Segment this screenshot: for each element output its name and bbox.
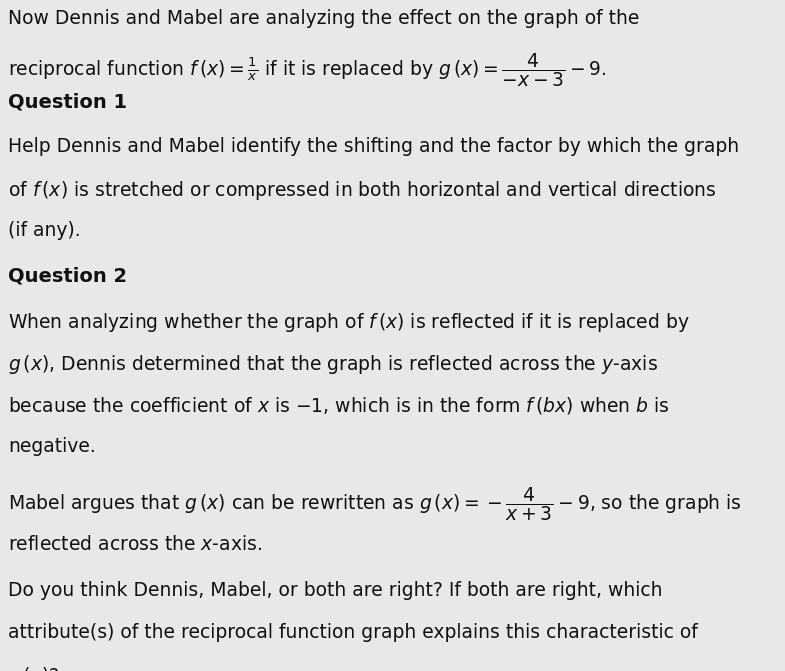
- Text: attribute(s) of the reciprocal function graph explains this characteristic of: attribute(s) of the reciprocal function …: [8, 623, 698, 642]
- Text: Mabel argues that $g\,(x)$ can be rewritten as $g\,(x) = -\dfrac{4}{x+3} - 9$, s: Mabel argues that $g\,(x)$ can be rewrit…: [8, 485, 742, 523]
- Text: reciprocal function $f\,(x) = \frac{1}{x}$ if it is replaced by $g\,(x) = \dfrac: reciprocal function $f\,(x) = \frac{1}{x…: [8, 51, 607, 89]
- Text: Now Dennis and Mabel are analyzing the effect on the graph of the: Now Dennis and Mabel are analyzing the e…: [8, 9, 639, 28]
- Text: $g\,(x)$?: $g\,(x)$?: [8, 665, 60, 671]
- Text: When analyzing whether the graph of $f\,(x)$ is reflected if it is replaced by: When analyzing whether the graph of $f\,…: [8, 311, 690, 334]
- Text: because the coefficient of $x$ is $-1$, which is in the form $f\,(bx)$ when $b$ : because the coefficient of $x$ is $-1$, …: [8, 395, 670, 416]
- Text: of $f\,(x)$ is stretched or compressed in both horizontal and vertical direction: of $f\,(x)$ is stretched or compressed i…: [8, 179, 717, 202]
- Text: Question 2: Question 2: [8, 267, 127, 286]
- Text: (if any).: (if any).: [8, 221, 81, 240]
- Text: reflected across the $x$-axis.: reflected across the $x$-axis.: [8, 535, 262, 554]
- Text: negative.: negative.: [8, 437, 96, 456]
- Text: Do you think Dennis, Mabel, or both are right? If both are right, which: Do you think Dennis, Mabel, or both are …: [8, 581, 663, 600]
- Text: Question 1: Question 1: [8, 93, 127, 112]
- Text: $g\,(x)$, Dennis determined that the graph is reflected across the $y$-axis: $g\,(x)$, Dennis determined that the gra…: [8, 353, 658, 376]
- Text: Help Dennis and Mabel identify the shifting and the factor by which the graph: Help Dennis and Mabel identify the shift…: [8, 137, 739, 156]
